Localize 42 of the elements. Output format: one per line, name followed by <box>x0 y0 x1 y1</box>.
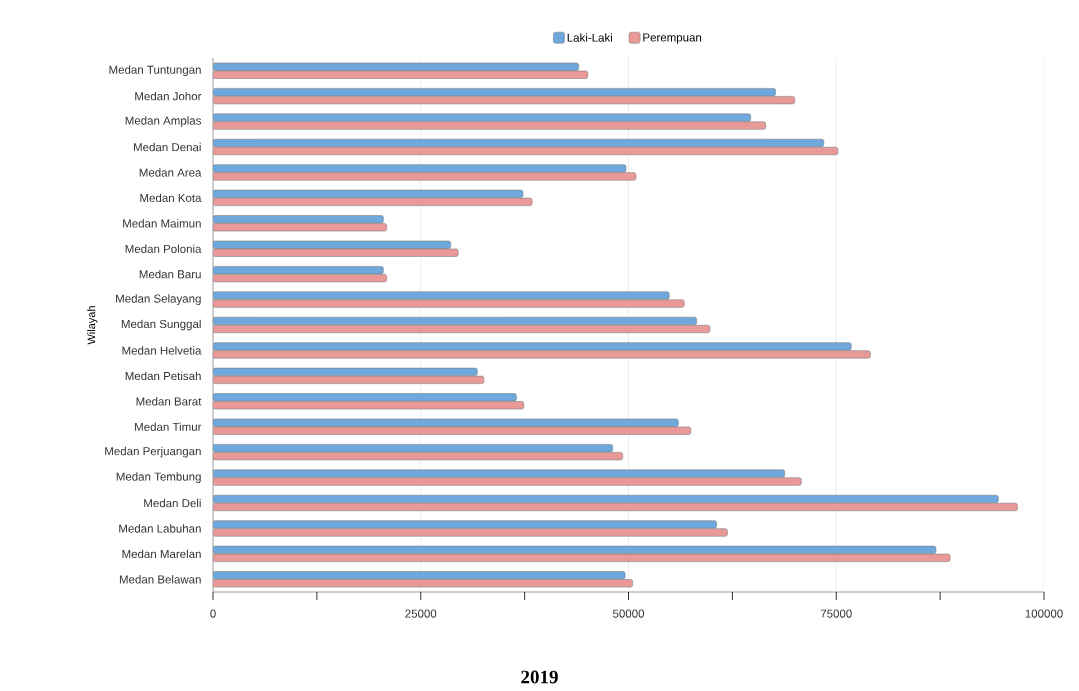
bar <box>213 172 637 181</box>
y-tick-label: Medan Petisah <box>125 371 201 381</box>
bar <box>213 528 728 537</box>
y-tick-label: Medan Baru <box>139 269 201 279</box>
bar <box>213 291 670 300</box>
bar <box>213 121 766 130</box>
y-tick-label: Medan Labuhan <box>119 524 201 533</box>
x-tick-label: 0 <box>210 609 216 618</box>
y-tick-label: Medan Maimun <box>123 219 201 228</box>
y-tick-label: Medan Tuntungan <box>109 65 201 77</box>
y-tick-label: Medan Sunggal <box>121 319 201 331</box>
y-tick-label: Medan Denai <box>134 142 201 152</box>
text: 2019 <box>521 670 558 684</box>
bar <box>213 477 802 486</box>
bar <box>213 520 717 529</box>
y-tick-label: Medan Polonia <box>125 244 202 253</box>
bar <box>213 350 871 359</box>
bar <box>213 299 685 308</box>
y-tick-label: Medan Area <box>139 168 202 177</box>
bar <box>213 342 852 351</box>
y-axis-title: Wilayah <box>87 306 98 345</box>
y-tick-label: Medan Kota <box>140 193 202 203</box>
y-tick-label: Medan Timur <box>135 422 202 431</box>
bar <box>213 113 751 122</box>
y-tick-label: Medan Marelan <box>122 549 201 559</box>
y-tick-label: Medan Deli <box>144 498 201 508</box>
legend-label: Perempuan <box>643 33 702 44</box>
x-tick-label: 50000 <box>612 609 645 618</box>
y-tick-label: Medan Johor <box>135 91 202 101</box>
x-tick-label: 25000 <box>405 609 437 618</box>
y-tick-label: Medan Perjuangan <box>105 446 201 458</box>
y-tick-label: Medan Amplas <box>125 116 202 127</box>
y-tick-label: Medan Tembung <box>116 472 201 483</box>
y-tick-label: Medan Helvetia <box>122 346 202 355</box>
x-tick-label: 100000 <box>1025 609 1063 618</box>
bar <box>213 164 627 173</box>
y-tick-label: Medan Barat <box>136 397 202 406</box>
bar <box>213 469 786 478</box>
x-tick-label: 75000 <box>820 609 852 618</box>
y-tick-label: Medan Belawan <box>119 575 201 584</box>
y-tick-label: Medan Selayang <box>116 294 201 305</box>
legend-label: Laki-Laki <box>567 33 612 42</box>
